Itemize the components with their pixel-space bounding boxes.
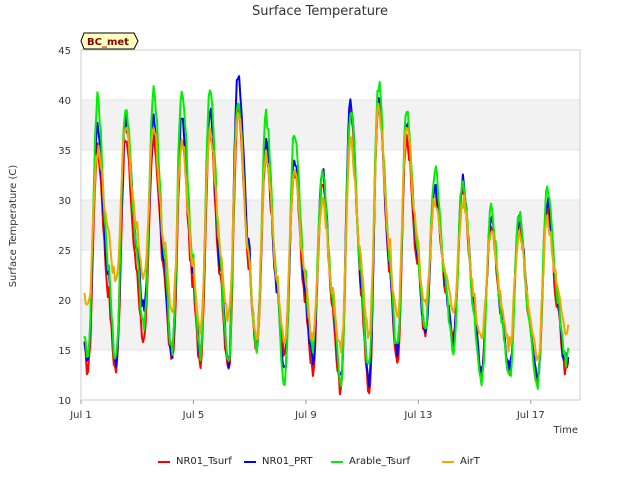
y-axis-label: Surface Temperature (C) — [8, 165, 19, 288]
badge-shape — [80, 32, 139, 50]
grid-band — [81, 100, 580, 150]
grid-band — [81, 200, 580, 250]
badge-label: BC_met — [87, 37, 129, 48]
y-tick-label: 10 — [58, 396, 71, 407]
y-tick-label: 45 — [58, 46, 71, 57]
x-axis-ticks: Jul 1 Jul 5 Jul 9 Jul 13 Jul 17 — [69, 400, 545, 421]
x-tick-label: Jul 17 — [516, 410, 545, 421]
plot-frame — [80, 49, 581, 401]
x-tick-label: Jul 13 — [403, 410, 432, 421]
y-axis-ticks: 10 15 20 25 30 35 40 45 — [58, 46, 71, 407]
y-tick-label: 15 — [58, 346, 71, 357]
legend-label: AirT — [460, 456, 481, 467]
legend-label: NR01_PRT — [262, 456, 313, 467]
y-tick-label: 20 — [58, 296, 71, 307]
y-tick-label: 30 — [58, 196, 71, 207]
x-tick-label: Jul 9 — [294, 410, 317, 421]
x-tick-label: Jul 1 — [69, 410, 92, 421]
y-tick-label: 25 — [58, 246, 71, 257]
legend: NR01_Tsurf NR01_PRT Arable_Tsurf AirT — [158, 456, 481, 467]
x-tick-label: Jul 5 — [182, 410, 205, 421]
legend-label: Arable_Tsurf — [349, 456, 410, 467]
y-tick-label: 40 — [58, 96, 71, 107]
series-lines — [83, 75, 570, 396]
series-line-airt — [83, 102, 570, 362]
grid-band — [81, 300, 580, 350]
site-badge: BC_met — [80, 32, 139, 50]
chart-title: Surface Temperature — [252, 4, 388, 19]
grid-bands — [81, 100, 580, 350]
legend-label: NR01_Tsurf — [176, 456, 232, 467]
y-tick-label: 35 — [58, 146, 71, 157]
x-axis-label: Time — [553, 425, 578, 436]
